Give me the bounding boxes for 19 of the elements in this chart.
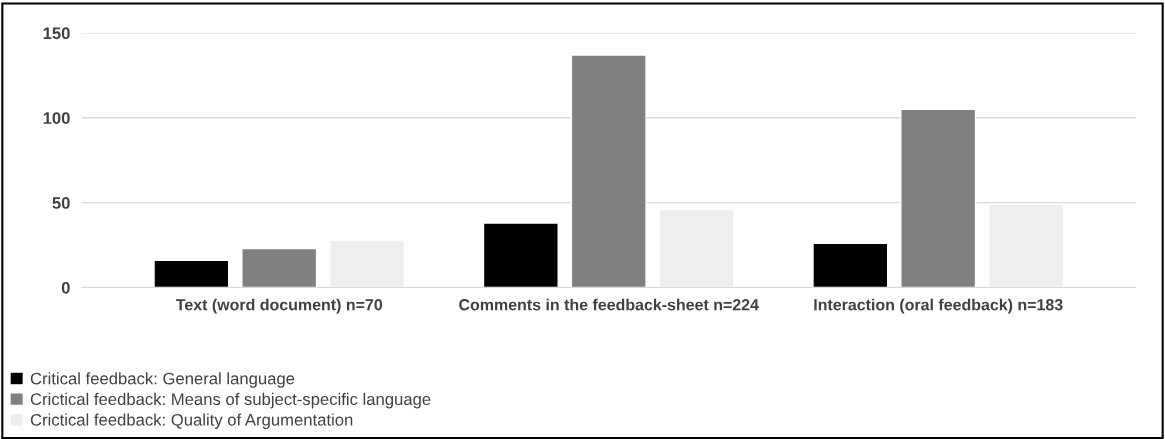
bar [900,108,977,288]
bar [329,239,406,288]
x-tick-label: Text (word document) n=70 [175,298,383,314]
x-tick-label: Comments in the feedback-sheet n=224 [459,298,759,311]
bar [812,242,889,288]
bar [658,208,735,288]
x-tick-label: Interaction (oral feedback) n=183 [814,298,1063,314]
bar [988,203,1065,288]
y-tick-label: 100 [43,112,70,124]
y-tick-label: 0 [61,281,70,294]
y-tick-label: 150 [43,27,70,40]
y-tick-label: 50 [52,197,70,209]
bar [570,54,647,288]
bar [241,247,318,288]
legend-label: Critical feedback: General language [30,372,295,388]
bar [153,259,230,288]
legend-label: Crictical feedback: Means of subject-specific language [30,392,431,409]
bar [482,222,559,288]
legend-label: Crictical feedback: Quality of Argumentation [30,413,353,429]
